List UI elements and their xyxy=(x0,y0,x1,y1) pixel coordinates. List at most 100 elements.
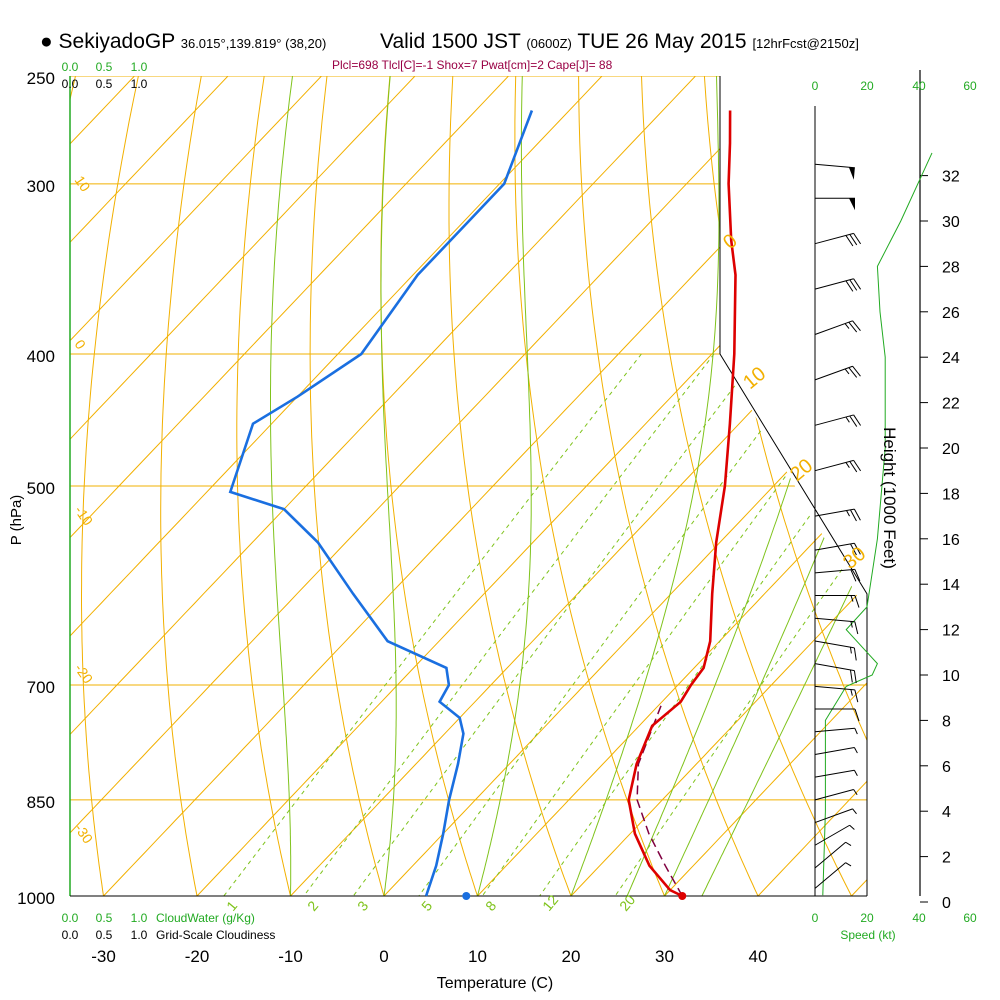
y-axis-label: P (hPa) xyxy=(8,495,25,546)
wind-barb xyxy=(814,278,862,292)
temperature-tick-label: 20 xyxy=(562,947,581,966)
height-tick-label: 22 xyxy=(942,396,960,413)
wind-barb xyxy=(814,163,855,180)
wind-barb xyxy=(814,617,859,635)
wind-barb-flag xyxy=(854,621,859,635)
wind-barb xyxy=(814,824,855,846)
wind-barb-staff xyxy=(814,278,854,290)
wind-barb-staff xyxy=(814,640,855,649)
wind-barb-staff xyxy=(814,747,855,755)
height-tick-label: 28 xyxy=(942,259,960,276)
wind-barb-flag xyxy=(848,367,858,378)
wind-barb xyxy=(815,708,860,722)
cloudwater-label: CloudWater (g/Kg) xyxy=(156,911,255,925)
wind-barb xyxy=(814,769,858,778)
wind-barb xyxy=(814,808,857,824)
temperature-tick-label: -30 xyxy=(91,947,116,966)
wind-barb-pennant xyxy=(849,198,855,211)
wind-barb-half-flag xyxy=(853,769,858,777)
isotherm-line xyxy=(70,76,696,896)
wind-barb xyxy=(814,841,852,869)
wind-barb-staff xyxy=(814,320,853,335)
moist-adiabat-line xyxy=(664,76,867,896)
moist-adiabat-label: 20 xyxy=(786,455,817,486)
wind-barb xyxy=(814,508,861,522)
height-tick-label: 0 xyxy=(942,895,951,912)
cloud-scale-bottom-label: 0.5 xyxy=(96,928,113,942)
cloud-scale-top-label: 1.0 xyxy=(131,77,148,91)
wind-barb-flag xyxy=(854,569,861,582)
surface-dewpoint-dot xyxy=(462,892,471,900)
speed-tick-label: 60 xyxy=(963,79,977,93)
wind-barb-staff xyxy=(814,542,855,551)
dry-adiabat-line xyxy=(81,76,170,896)
wind-barb xyxy=(815,197,855,211)
valid-prefix: Valid 1500 JST xyxy=(380,30,521,53)
wind-barb xyxy=(814,414,862,427)
wind-barb xyxy=(814,663,857,684)
wind-barb-flag xyxy=(849,461,858,473)
wind-barb-staff xyxy=(814,663,855,672)
wind-barb-half-flag xyxy=(850,595,854,602)
chart-marks xyxy=(228,110,933,900)
pressure-tick-label: 500 xyxy=(27,479,55,498)
dry-adiabat-line xyxy=(578,76,759,896)
mixing-ratio-label: 20 xyxy=(616,892,638,914)
wind-barb-staff xyxy=(814,862,846,889)
wind-barb-half-flag xyxy=(852,808,857,815)
mixing-ratio-label: 12 xyxy=(539,892,561,914)
wind-barb xyxy=(814,685,859,703)
isotherm-line xyxy=(70,76,790,896)
isotherm-line xyxy=(851,76,867,896)
wind-barb-staff xyxy=(814,232,854,245)
dry-adiabat-line xyxy=(448,76,572,896)
cloud-scale-bottom-label: 1.0 xyxy=(131,911,148,925)
wind-barb-staff xyxy=(814,508,855,517)
pressure-tick-label: 400 xyxy=(27,347,55,366)
mixing-ratio-line xyxy=(303,353,715,896)
dry-adiabat-label: -10 xyxy=(72,503,97,529)
wind-speed-profile xyxy=(822,152,933,896)
dry-adiabat-line xyxy=(514,76,665,896)
moist-adiabat-label: 30 xyxy=(839,543,870,574)
height-tick-label: 6 xyxy=(942,759,951,776)
dry-adiabat-label: -30 xyxy=(72,821,97,847)
wind-barb-flag xyxy=(848,321,858,333)
wind-barb-flag xyxy=(849,279,858,291)
station-coords: 36.015°,139.819° (38,20) xyxy=(180,36,327,51)
dry-adiabat-line xyxy=(699,76,867,896)
speed-tick-label: 0 xyxy=(812,79,819,93)
wind-barb-half-flag xyxy=(845,462,850,468)
wind-barb-flag xyxy=(853,670,857,684)
wind-barb xyxy=(814,747,858,755)
wind-barb xyxy=(815,595,860,608)
height-tick-label: 4 xyxy=(942,804,951,821)
dry-adiabat-label: -20 xyxy=(72,661,97,687)
height-tick-label: 32 xyxy=(942,169,960,186)
isotherm-line xyxy=(70,76,322,896)
dry-adiabat-line xyxy=(758,76,867,896)
mixing-ratio-label: 2 xyxy=(304,898,321,914)
wind-barb-flag xyxy=(853,460,862,472)
valid-zulu: (0600Z) xyxy=(526,36,572,51)
wind-barb-staff xyxy=(814,841,846,869)
surface-temperature-dot xyxy=(678,892,687,900)
wind-barb-staff xyxy=(814,163,855,169)
wind-barb-half-flag xyxy=(845,416,850,423)
parcel-trace xyxy=(636,705,683,897)
dry-adiabat-line xyxy=(309,76,385,896)
dry-adiabat-line xyxy=(995,0,1000,896)
wind-barb-flag xyxy=(853,542,861,555)
wind-barb xyxy=(814,320,861,335)
temperature-tick-label: 30 xyxy=(655,947,674,966)
dry-adiabat-label: 0 xyxy=(72,337,90,353)
wind-barb-flag xyxy=(845,235,854,247)
isotherm-line xyxy=(103,76,867,896)
wind-barb xyxy=(814,568,861,582)
moist-adiabat-label: 0 xyxy=(719,230,742,254)
wind-barb-half-flag xyxy=(853,747,858,754)
mixing-ratio-label: 8 xyxy=(482,898,499,914)
wind-barb-staff xyxy=(814,414,854,426)
temperature-tick-label: -20 xyxy=(185,947,210,966)
